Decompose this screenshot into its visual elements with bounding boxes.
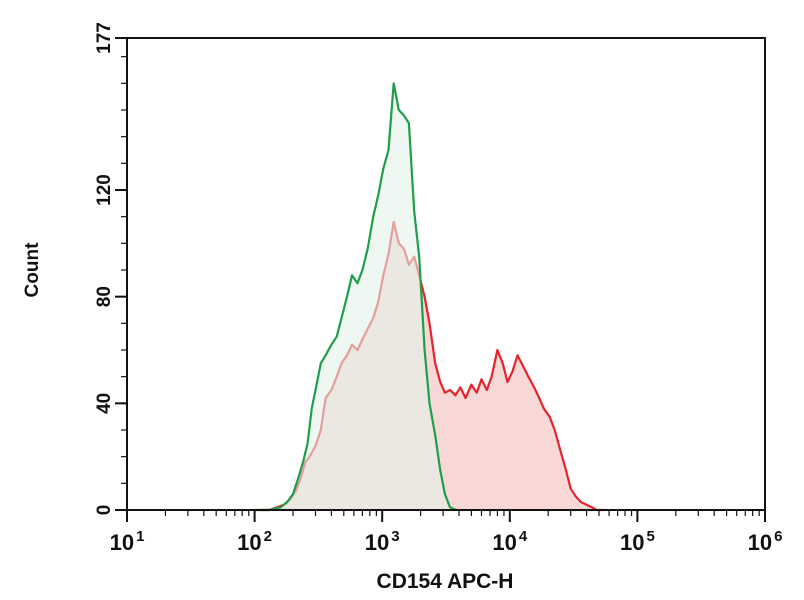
x-tick-label: 10 3	[365, 528, 400, 555]
axes-layer: 0 40 80 120 177 10 1 10 2 10 3 10 4 10 5 10 6	[94, 22, 782, 555]
x-axis-title: CD154 APC-H	[377, 570, 514, 593]
x-tick-label: 10 4	[492, 528, 527, 555]
x-tick-label: 10 1	[110, 528, 145, 555]
series-2-line	[254, 82, 457, 512]
y-tick-label: 80	[94, 286, 115, 307]
x-tick-label: 10 5	[620, 528, 655, 555]
y-axis-title: Count	[22, 242, 43, 298]
series-2-area	[254, 83, 457, 511]
y-tick-label: 120	[94, 174, 115, 206]
y-tick-label: 177	[94, 22, 115, 54]
x-tick-label: 10 6	[748, 528, 783, 555]
x-tick-label: 10 2	[237, 528, 272, 555]
y-tick-label: 40	[94, 393, 115, 414]
series-layer	[254, 82, 605, 512]
y-tick-label: 0	[94, 505, 115, 516]
